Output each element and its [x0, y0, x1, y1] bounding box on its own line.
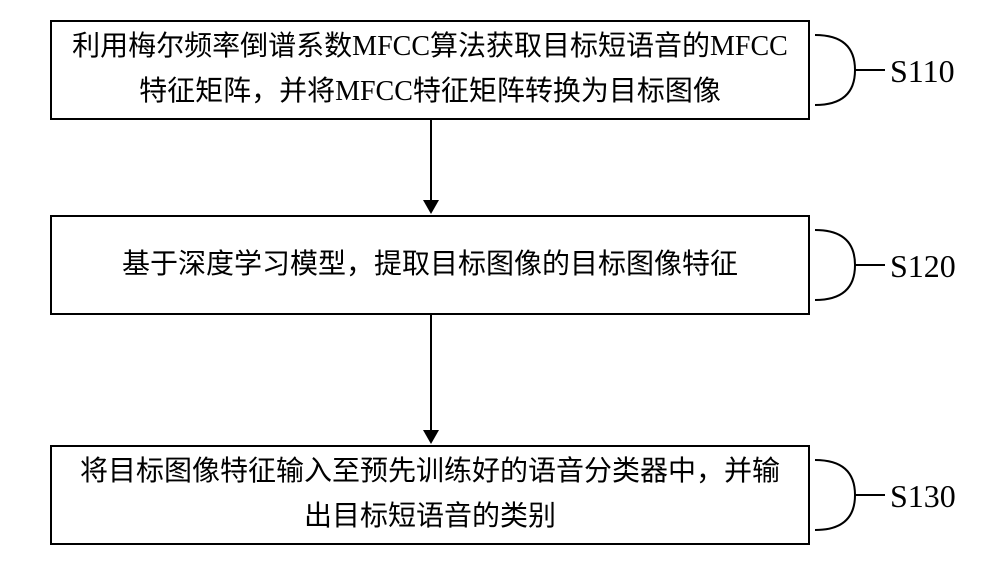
step-text-2: 基于深度学习模型，提取目标图像的目标图像特征: [122, 243, 738, 288]
arrow-1: [430, 120, 432, 215]
step-label-3: S130: [890, 478, 956, 515]
step-text-1: 利用梅尔频率倒谱系数MFCC算法获取目标短语音的MFCC特征矩阵，并将MFCC特…: [72, 25, 788, 115]
step-label-2: S120: [890, 248, 956, 285]
flowchart-container: 利用梅尔频率倒谱系数MFCC算法获取目标短语音的MFCC特征矩阵，并将MFCC特…: [0, 0, 1000, 585]
step-label-1: S110: [890, 53, 955, 90]
step-box-1: 利用梅尔频率倒谱系数MFCC算法获取目标短语音的MFCC特征矩阵，并将MFCC特…: [50, 20, 810, 120]
arrow-2: [430, 315, 432, 445]
step-text-3: 将目标图像特征输入至预先训练好的语音分类器中，并输出目标短语音的类别: [72, 450, 788, 540]
step-box-3: 将目标图像特征输入至预先训练好的语音分类器中，并输出目标短语音的类别: [50, 445, 810, 545]
step-box-2: 基于深度学习模型，提取目标图像的目标图像特征: [50, 215, 810, 315]
